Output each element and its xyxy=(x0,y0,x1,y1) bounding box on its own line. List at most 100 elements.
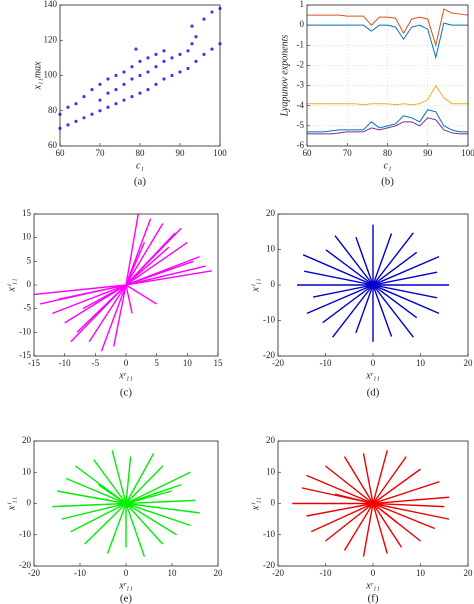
ray xyxy=(106,503,127,554)
y-tick-label: -20 xyxy=(263,560,275,570)
x-tick-label: 100 xyxy=(461,148,474,158)
y-tick-label: 0 xyxy=(300,19,305,29)
point xyxy=(186,66,190,71)
ray xyxy=(355,236,374,286)
exponent-line xyxy=(307,8,469,48)
y-tick-label: -10 xyxy=(19,326,31,336)
point xyxy=(170,73,174,78)
ray xyxy=(125,213,139,286)
ray xyxy=(372,284,438,299)
y-tick-label: -15 xyxy=(19,350,31,360)
x-tick-label: -10 xyxy=(59,358,71,368)
x-tick-label: -20 xyxy=(272,568,284,578)
point xyxy=(194,59,198,64)
x-tick-label: -10 xyxy=(320,358,332,368)
exponent-line xyxy=(307,109,468,133)
caption: (e) xyxy=(120,593,133,604)
x-tick-label: -10 xyxy=(320,568,332,578)
ray xyxy=(334,235,374,286)
y-tick-label: 80 xyxy=(48,105,58,115)
point xyxy=(202,52,206,56)
ray xyxy=(306,284,374,315)
ray xyxy=(61,502,127,520)
ray xyxy=(362,503,374,557)
point xyxy=(66,105,70,109)
point xyxy=(98,109,102,113)
y-tick-label: 140 xyxy=(44,0,58,9)
y-axis-label: x₁₁max xyxy=(32,61,43,91)
point xyxy=(74,119,78,123)
ray xyxy=(372,255,440,286)
y-tick-label: -20 xyxy=(263,350,275,360)
ray xyxy=(303,270,374,286)
ray xyxy=(125,502,177,536)
ray xyxy=(372,284,440,315)
x-tick-label: 100 xyxy=(213,148,227,158)
point xyxy=(114,88,118,92)
x-axis-label: c₁ xyxy=(384,160,392,171)
x-tick-label: -5 xyxy=(92,358,100,368)
y-tick-label: 20 xyxy=(266,435,276,445)
point xyxy=(122,98,126,102)
ray xyxy=(343,456,374,504)
x-tick-label: 10 xyxy=(416,358,426,368)
ray xyxy=(125,453,155,504)
ray xyxy=(325,502,374,542)
point xyxy=(98,98,102,102)
ray xyxy=(125,284,158,305)
ray xyxy=(372,502,436,530)
ray xyxy=(355,284,374,334)
ray xyxy=(372,503,388,554)
x-tick-label: 20 xyxy=(214,568,224,578)
point xyxy=(106,77,110,81)
ray xyxy=(325,249,374,286)
point xyxy=(130,65,134,69)
y-tick-label: -10 xyxy=(263,529,275,539)
plot-frame xyxy=(306,4,469,147)
ray xyxy=(113,284,127,347)
x-tick-label: 20 xyxy=(464,358,474,368)
ray xyxy=(88,284,127,343)
ray xyxy=(372,502,445,508)
exponent-line xyxy=(307,22,468,60)
plot-frame xyxy=(277,213,469,357)
y-tick-label: -10 xyxy=(263,315,275,325)
point xyxy=(202,17,206,21)
ray xyxy=(332,284,374,338)
ray xyxy=(362,453,374,504)
ray xyxy=(125,471,191,505)
ray xyxy=(125,465,164,504)
x-tick-label: 10 xyxy=(168,568,178,578)
ray xyxy=(334,493,374,505)
plot-frame xyxy=(33,440,219,567)
point xyxy=(130,77,134,81)
ray xyxy=(372,251,418,286)
exponent-line xyxy=(307,84,468,106)
caption: (b) xyxy=(381,176,394,188)
ray xyxy=(125,260,194,286)
point xyxy=(154,52,158,56)
ray xyxy=(343,503,374,551)
ray xyxy=(111,450,127,504)
ray xyxy=(306,502,374,517)
ray xyxy=(306,474,374,505)
x-axis-label: xʳ₁₁ xyxy=(118,370,133,381)
x-tick-label: -20 xyxy=(272,358,284,368)
point xyxy=(190,42,194,46)
ray xyxy=(372,450,388,504)
ray xyxy=(84,503,127,545)
ray xyxy=(125,499,196,505)
ray xyxy=(58,284,127,300)
point xyxy=(170,56,174,60)
point xyxy=(66,123,70,127)
caption: (c) xyxy=(120,387,133,399)
ray xyxy=(125,502,191,527)
point xyxy=(98,82,102,86)
point xyxy=(154,82,158,86)
ray xyxy=(125,456,132,504)
ray xyxy=(93,459,127,504)
point xyxy=(138,73,142,78)
y-tick-label: -2 xyxy=(297,59,305,69)
point xyxy=(130,95,134,99)
x-tick-label: 0 xyxy=(371,568,376,578)
